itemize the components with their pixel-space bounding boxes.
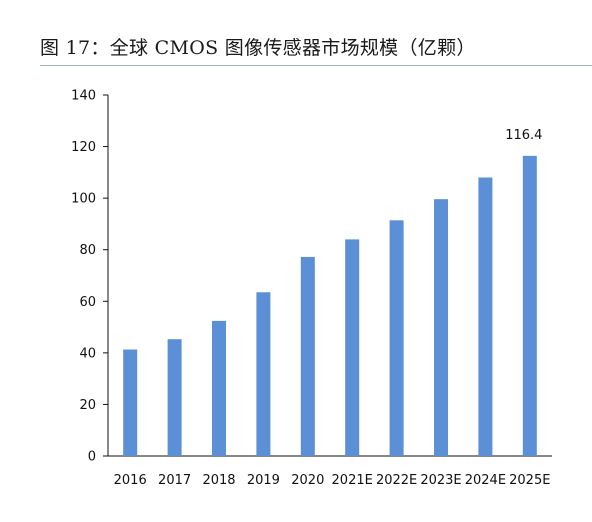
bar-2018	[212, 320, 226, 456]
x-tick-label: 2025E	[509, 473, 550, 488]
bar-2025E	[522, 155, 537, 456]
y-tick-label: 20	[79, 398, 96, 413]
x-tick-label: 2024E	[465, 473, 506, 488]
y-tick-label: 100	[71, 192, 96, 207]
y-tick-label: 0	[88, 450, 96, 465]
y-tick-label: 120	[71, 140, 96, 155]
bar-2017	[167, 339, 182, 456]
bar-2020	[300, 256, 315, 456]
figure-title: 图 17：全球 CMOS 图像传感器市场规模（亿颗）	[40, 37, 476, 59]
chart-labels: 0 20 40 60 80 100 120 140 2016 2017 2018 2019 2020 20…	[71, 89, 550, 489]
bar-2023E	[434, 199, 448, 456]
x-tick-label: 2019	[247, 473, 280, 488]
x-tick-label: 2021E	[332, 473, 373, 488]
y-tick-label: 60	[79, 295, 96, 310]
x-tick-label: 2020	[291, 473, 324, 488]
x-tick-label: 2022E	[376, 473, 417, 488]
x-tick-label: 2016	[114, 473, 147, 488]
bar-2024E	[478, 177, 493, 456]
x-tick-label: 2023E	[420, 473, 461, 488]
y-tick-label: 140	[71, 89, 96, 104]
title-divider	[40, 65, 592, 66]
y-tick-label: 40	[79, 346, 96, 361]
bar-2021E	[345, 239, 360, 456]
chart-axes	[103, 94, 552, 457]
bar-2016	[123, 349, 138, 456]
bar-2022E	[389, 220, 404, 456]
data-label: 116.4	[505, 128, 542, 143]
bar-2019	[256, 292, 271, 456]
chart-bars	[123, 155, 537, 456]
x-tick-label: 2017	[158, 473, 191, 488]
y-tick-label: 80	[79, 243, 96, 258]
x-tick-label: 2018	[202, 473, 235, 488]
